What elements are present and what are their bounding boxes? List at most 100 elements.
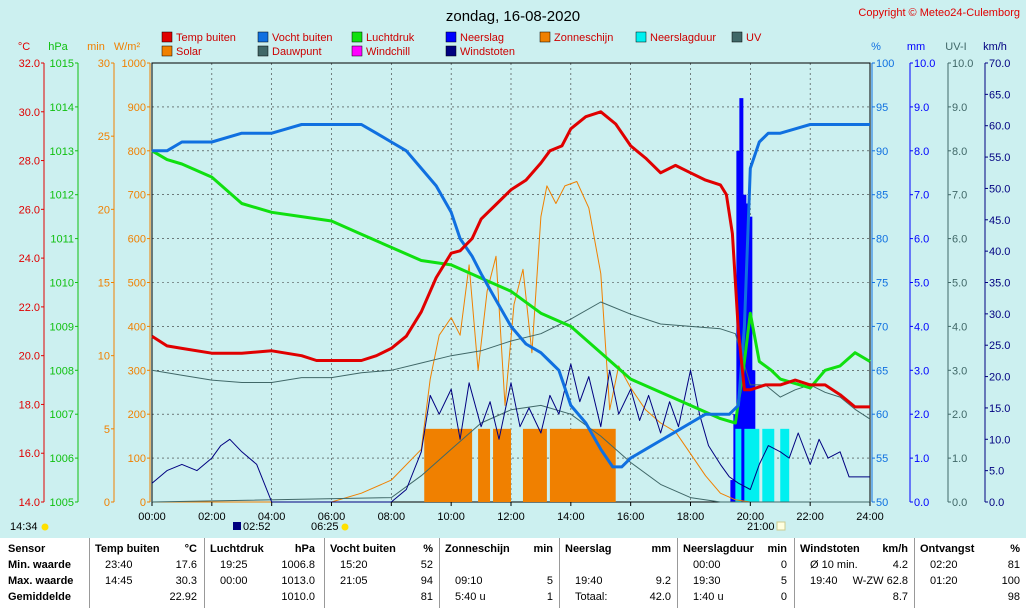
sunrise-left-label: 14:34 — [10, 521, 38, 533]
legend-label: Temp buiten — [176, 32, 236, 44]
rain-tick-label: 5.0 — [914, 278, 929, 290]
stats-separator — [324, 538, 325, 608]
temp-unit-label: °C — [18, 41, 30, 53]
uv-tick-label: 5.0 — [952, 278, 967, 290]
wind-tick-label: 0.0 — [989, 497, 1004, 509]
legend-swatch — [539, 31, 551, 43]
stats-time: 02:20 — [930, 559, 958, 571]
legend-swatch — [635, 31, 647, 43]
stats-time: 19:30 — [693, 575, 721, 587]
sunrise-label: 06:25 — [311, 521, 339, 533]
rain-tick-label: 7.0 — [914, 190, 929, 202]
wind-unit-label: km/h — [983, 41, 1007, 53]
solar-tick-label: 200 — [128, 409, 146, 421]
stats-header: Neerslagduur — [683, 543, 754, 555]
solar-tick-label: 800 — [128, 146, 146, 158]
rain-bar — [742, 194, 747, 502]
wind-tick-label: 10.0 — [989, 434, 1010, 446]
stats-separator — [559, 538, 560, 608]
stats-value: 0 — [780, 591, 787, 603]
wind-tick-label: 5.0 — [989, 466, 1004, 478]
stats-header-unit: min — [533, 543, 553, 555]
stats-time: 09:10 — [455, 575, 483, 587]
wind-tick-label: 35.0 — [989, 278, 1010, 290]
stats-time: 14:45 — [105, 575, 133, 587]
stats-value: 98 — [1007, 591, 1020, 603]
stats-header-unit: min — [767, 543, 787, 555]
uv-unit-label: UV-I — [945, 41, 966, 53]
humidity-tick-label: 60 — [876, 409, 888, 421]
wind-tick-label: 70.0 — [989, 58, 1010, 70]
uv-tick-label: 10.0 — [952, 58, 973, 70]
rain-tick-label: 9.0 — [914, 102, 929, 114]
humidity-tick-label: 80 — [876, 234, 888, 246]
solar-tick-label: 0 — [140, 497, 146, 509]
solar-tick-label: 400 — [128, 321, 146, 333]
stats-time: 1:40 u — [693, 591, 724, 603]
uv-tick-label: 0.0 — [952, 497, 967, 509]
rain-duration-bar — [735, 428, 742, 502]
stats-time: 19:40 — [575, 575, 603, 587]
temp-tick-label: 32.0 — [19, 58, 40, 70]
pressure-tick-label: 1014 — [50, 102, 74, 114]
moonset-label: 02:52 — [243, 521, 271, 533]
uv-tick-label: 7.0 — [952, 190, 967, 202]
series-line-solar — [152, 181, 870, 503]
time-tick-label: 12:00 — [497, 511, 525, 523]
stats-header: Luchtdruk — [210, 543, 264, 555]
solar-tick-label: 500 — [128, 278, 146, 290]
minutes-tick-label: 15 — [98, 278, 110, 290]
rain-bar — [739, 98, 744, 503]
wind-tick-label: 45.0 — [989, 215, 1010, 227]
stats-value: 4.2 — [892, 559, 908, 571]
stats-separator — [439, 538, 440, 608]
line-layer — [151, 110, 871, 503]
humidity-tick-label: 85 — [876, 190, 888, 202]
legend-swatch — [161, 45, 173, 57]
temp-tick-label: 14.0 — [19, 497, 40, 509]
rain-bar — [730, 480, 735, 502]
stats-separator — [914, 538, 915, 608]
stats-value: 5 — [546, 575, 553, 587]
stats-header-unit: °C — [184, 543, 197, 555]
rain-tick-label: 8.0 — [914, 146, 929, 158]
time-tick-label: 24:00 — [856, 511, 884, 523]
stats-value: 1 — [546, 591, 553, 603]
stats-time: 15:20 — [340, 559, 368, 571]
stats-time: Totaal: — [575, 591, 608, 603]
stats-time: 00:00 — [693, 559, 721, 571]
stats-time: 21:05 — [340, 575, 368, 587]
stats-time: 01:20 — [930, 575, 958, 587]
stats-value: 9.2 — [655, 575, 671, 587]
series-line-dauwpunt — [151, 301, 871, 420]
time-tick-label: 06:00 — [318, 511, 346, 523]
stats-value: 81 — [420, 591, 433, 603]
legend-label: Windchill — [366, 46, 410, 58]
stats-value: 30.3 — [175, 575, 197, 587]
stats-header-unit: % — [423, 543, 433, 555]
stats-value: 8.7 — [892, 591, 908, 603]
wind-tick-label: 55.0 — [989, 152, 1010, 164]
time-tick-label: 20:00 — [737, 511, 765, 523]
stats-header: Neerslag — [565, 543, 612, 555]
legend-swatch — [257, 45, 269, 57]
legend-label: Solar — [176, 46, 202, 58]
minutes-tick-label: 10 — [98, 351, 110, 363]
temp-tick-label: 20.0 — [19, 351, 40, 363]
stats-time: Ø 10 min. — [810, 559, 858, 571]
stats-header: Windstoten — [800, 543, 860, 555]
minutes-tick-label: 30 — [98, 58, 110, 70]
stats-header-unit: hPa — [294, 543, 315, 555]
stats-value: 1010.0 — [281, 591, 315, 603]
legend-label: Neerslag — [460, 32, 504, 44]
temp-tick-label: 22.0 — [19, 302, 40, 314]
stats-value: W-ZW 62.8 — [852, 575, 908, 587]
stats-value: 5 — [780, 575, 787, 587]
humidity-unit-label: % — [871, 41, 881, 53]
weather-chart: 32.0 30.0 28.0 26.0 24.0 22.0 20.0 18.0 16.0 14.0… — [10, 7, 1020, 533]
wind-tick-label: 50.0 — [989, 183, 1010, 195]
rain-duration-bar — [780, 428, 790, 502]
stats-header-unit: % — [1010, 543, 1020, 555]
minutes-tick-label: 5 — [104, 424, 110, 436]
stats-row-label: Gemiddelde — [8, 591, 71, 603]
